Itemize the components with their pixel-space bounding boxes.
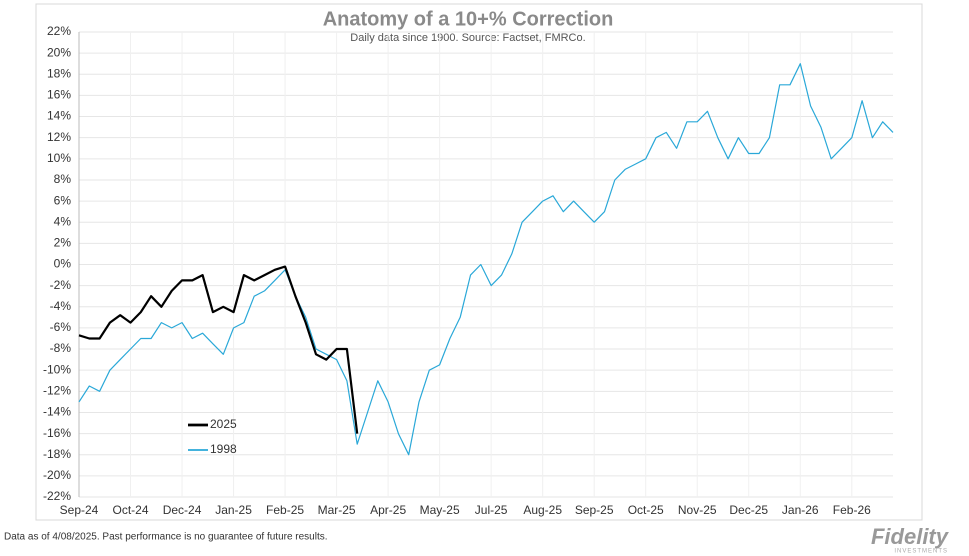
series-line	[78, 265, 359, 434]
y-tick-label: 20%	[47, 45, 71, 59]
y-tick-label: -8%	[50, 341, 72, 355]
y-tick-label: 14%	[47, 109, 71, 123]
x-tick-label: Feb-25	[266, 503, 304, 517]
y-tick-label: 8%	[54, 172, 72, 186]
x-tick-label: Oct-25	[628, 503, 664, 517]
x-tick-label: Mar-25	[318, 503, 356, 517]
y-tick-label: 12%	[47, 130, 71, 144]
y-tick-label: 6%	[54, 193, 72, 207]
y-tick-label: -6%	[50, 320, 72, 334]
y-tick-label: 4%	[54, 214, 72, 228]
logo-name: Fidelity	[871, 524, 950, 549]
y-tick-label: -22%	[43, 489, 71, 503]
x-tick-label: Jan-25	[215, 503, 252, 517]
y-tick-label: 2%	[54, 236, 72, 250]
x-tick-label: Dec-24	[163, 503, 202, 517]
y-tick-label: -2%	[50, 278, 72, 292]
series-line	[78, 63, 894, 456]
y-tick-label: -16%	[43, 426, 71, 440]
y-tick-label: -18%	[43, 447, 71, 461]
chart-subtitle: Daily data since 1900. Source: Factset, …	[350, 32, 585, 44]
x-tick-label: Oct-24	[113, 503, 149, 517]
chart-title: Anatomy of a 10+% Correction	[323, 8, 614, 30]
y-tick-label: 16%	[47, 88, 71, 102]
legend-label: 2025	[210, 417, 237, 431]
x-tick-label: Nov-25	[678, 503, 717, 517]
y-tick-label: 0%	[54, 257, 72, 271]
y-tick-label: -10%	[43, 362, 71, 376]
y-tick-label: 18%	[47, 66, 71, 80]
x-tick-label: Aug-25	[523, 503, 562, 517]
x-tick-label: Feb-26	[833, 503, 871, 517]
x-tick-label: Jul-25	[475, 503, 508, 517]
x-tick-label: Dec-25	[729, 503, 768, 517]
y-tick-label: 22%	[47, 24, 71, 38]
chart-frame	[35, 3, 923, 521]
y-tick-label: -12%	[43, 383, 71, 397]
x-tick-label: Apr-25	[370, 503, 406, 517]
y-tick-label: -4%	[50, 299, 72, 313]
x-tick-label: Jan-26	[782, 503, 819, 517]
legend-label: 1998	[210, 442, 237, 456]
x-tick-label: Sep-25	[575, 503, 614, 517]
logo-tagline: INVESTMENTS	[894, 549, 948, 555]
x-tick-label: May-25	[420, 503, 460, 517]
y-tick-label: 10%	[47, 151, 71, 165]
y-tick-label: -20%	[43, 468, 71, 482]
y-tick-label: -14%	[43, 405, 71, 419]
footer-note: Data as of 4/08/2025. Past performance i…	[4, 532, 328, 543]
x-tick-label: Sep-24	[60, 503, 99, 517]
